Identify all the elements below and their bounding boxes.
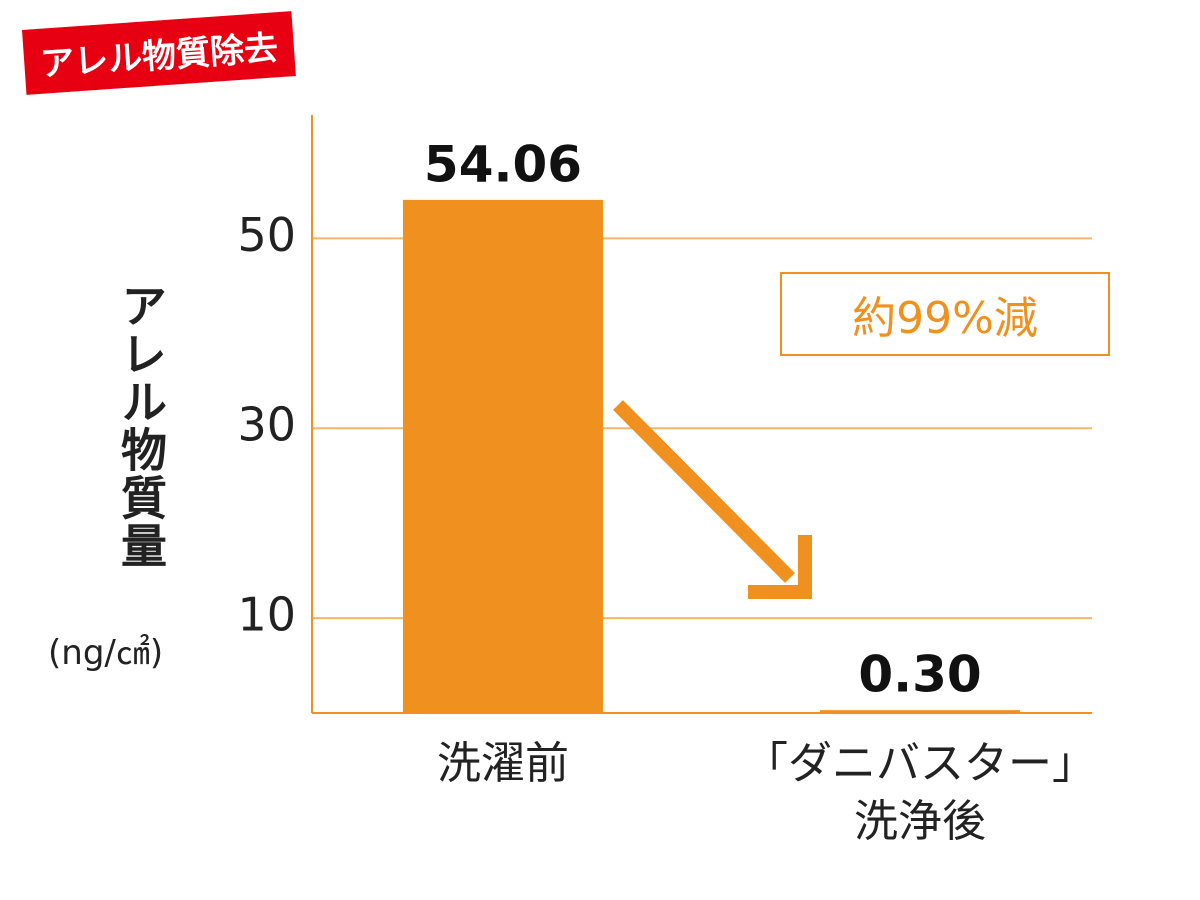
y-axis-label: アレル物質量 — [114, 282, 168, 570]
y-tick-label: 30 — [237, 398, 296, 452]
value-label: 0.30 — [858, 646, 981, 704]
annotation: 約99%減 — [780, 272, 1110, 356]
arrow — [613, 400, 812, 599]
x-tick-label: 洗濯前 — [437, 738, 569, 789]
y-tick-label: 10 — [237, 588, 296, 642]
y-axis-unit: (ng/㎠) — [48, 633, 164, 673]
x-tick-label: 「ダニバスター」 洗浄後 — [744, 738, 1096, 847]
bar — [403, 199, 603, 713]
y-tick-label: 50 — [237, 208, 296, 262]
bar — [820, 710, 1020, 713]
value-label: 54.06 — [424, 135, 582, 193]
